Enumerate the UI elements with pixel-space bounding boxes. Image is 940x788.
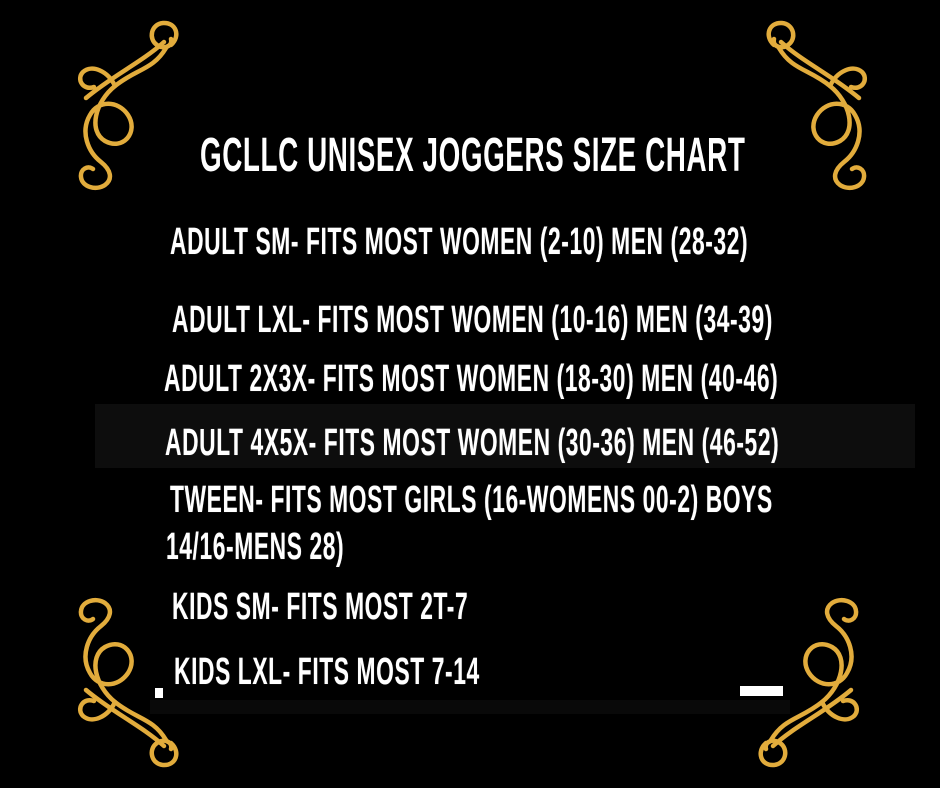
chart-title: GCLLC UNISEX JOGGERS SIZE CHART bbox=[200, 129, 746, 182]
size-row-adult-sm: ADULT SM- FITS MOST WOMEN (2-10) MEN (28… bbox=[170, 221, 749, 263]
size-row-kids-sm: KIDS SM- FITS MOST 2T-7 bbox=[172, 586, 469, 628]
dash-mark bbox=[740, 686, 783, 696]
flourish-icon-top-left bbox=[50, 12, 185, 194]
size-row-adult-2x3x: ADULT 2X3X- FITS MOST WOMEN (18-30) MEN … bbox=[164, 358, 779, 400]
size-row-tween-line1: TWEEN- FITS MOST GIRLS (16-WOMENS 00-2) … bbox=[170, 479, 773, 521]
size-row-adult-lxl: ADULT LXL- FITS MOST WOMEN (10-16) MEN (… bbox=[172, 299, 774, 341]
flourish-icon-bottom-right bbox=[752, 594, 887, 776]
highlight-band bbox=[95, 404, 915, 468]
flourish-icon-top-right bbox=[760, 12, 895, 194]
size-row-kids-lxl: KIDS LXL- FITS MOST 7-14 bbox=[174, 651, 480, 693]
size-row-adult-4x5x: ADULT 4X5X- FITS MOST WOMEN (30-36) MEN … bbox=[165, 422, 780, 464]
size-row-tween-line2: 14/16-MENS 28) bbox=[166, 526, 345, 568]
faint-bottom-band bbox=[150, 700, 790, 714]
small-square-mark bbox=[155, 688, 163, 698]
flourish-icon-bottom-left bbox=[50, 594, 185, 776]
